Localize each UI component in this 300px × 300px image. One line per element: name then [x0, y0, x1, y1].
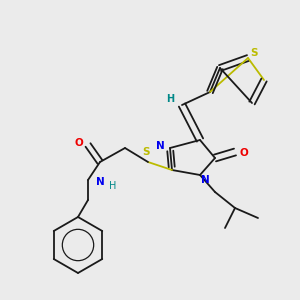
- Text: N: N: [96, 177, 104, 187]
- Text: H: H: [166, 94, 174, 104]
- Text: N: N: [201, 175, 209, 185]
- Text: H: H: [109, 181, 117, 191]
- Text: S: S: [142, 147, 150, 157]
- Text: N: N: [156, 141, 164, 151]
- Text: O: O: [75, 138, 83, 148]
- Text: S: S: [250, 48, 258, 58]
- Text: O: O: [240, 148, 248, 158]
